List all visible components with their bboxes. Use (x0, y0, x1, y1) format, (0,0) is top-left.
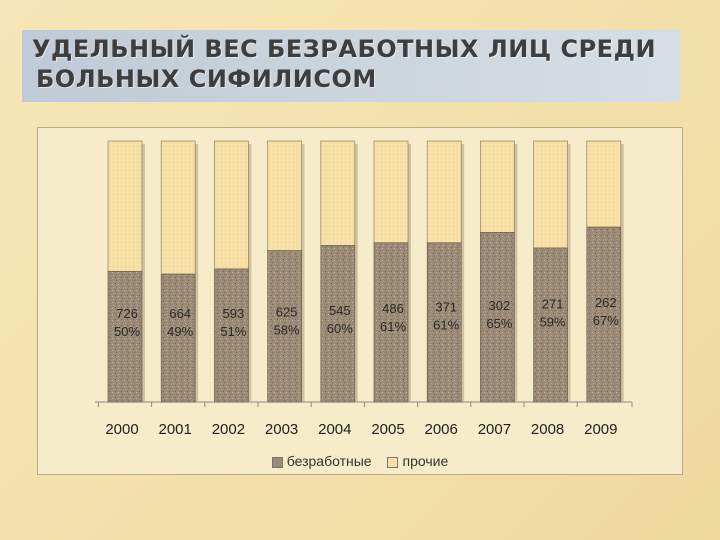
x-tick-label: 2000 (105, 421, 138, 438)
data-label-percent: 61% (433, 318, 459, 333)
bar-side-shadow (461, 144, 465, 402)
data-label-count: 545 (329, 303, 351, 318)
bar-side-shadow (567, 144, 571, 402)
bar-side-shadow (142, 144, 145, 402)
title-band (22, 30, 680, 102)
bar-segment-unemployed (426, 242, 462, 403)
data-label-percent: 58% (274, 322, 300, 337)
data-label-percent: 67% (593, 313, 619, 328)
data-label-count: 625 (276, 304, 298, 319)
bar-segment-unemployed (586, 226, 622, 403)
bar-segment-unemployed (267, 250, 302, 403)
data-label-percent: 50% (114, 324, 140, 339)
x-tick-label: 2009 (584, 421, 617, 438)
data-label-count: 486 (382, 301, 404, 316)
legend-label-unemployed: безработные (286, 453, 372, 469)
bar-segment-unemployed (160, 273, 196, 403)
data-label-count: 271 (542, 296, 564, 311)
legend-swatch-other (387, 456, 399, 468)
legend: безработные прочие (0, 453, 720, 469)
data-label-percent: 49% (167, 324, 193, 339)
bar-side-shadow (354, 144, 358, 402)
x-tick-label: 2004 (318, 421, 351, 438)
x-tick-label: 2002 (212, 421, 245, 438)
bar-side-shadow (301, 144, 305, 402)
bar-segment-other (267, 140, 302, 251)
bar-segment-other (214, 140, 249, 270)
data-label-percent: 51% (220, 324, 246, 339)
bar-segment-unemployed (214, 268, 249, 403)
bar-side-shadow (195, 144, 199, 402)
legend-swatch-unemployed (271, 456, 283, 468)
bar-segment-unemployed (533, 247, 568, 403)
data-label-count: 726 (116, 306, 138, 321)
bar-side-shadow (514, 144, 518, 402)
x-tick-label: 2003 (265, 421, 298, 438)
bar-segment-other (533, 140, 568, 249)
data-label-percent: 61% (380, 319, 406, 334)
slide-title: УДЕЛЬНЫЙ ВЕС БЕЗРАБОТНЫХ ЛИЦ СРЕДИ БОЛЬН… (32, 34, 672, 94)
data-label-percent: 59% (540, 314, 566, 329)
bars-group: 726 50% 2000 664 49% 2001 593 51% 2002 625 58% 2003… (95, 140, 633, 438)
bar-segment-unemployed (480, 232, 515, 403)
data-label-count: 664 (169, 306, 191, 321)
bar-segment-other (107, 140, 143, 272)
title-line-2: БОЛЬНЫХ СИФИЛИСОМ (36, 65, 377, 93)
data-label-percent: 65% (486, 316, 512, 331)
bar-segment-unemployed (320, 245, 356, 403)
bar-segment-unemployed (107, 271, 143, 403)
bar-segment-other (373, 140, 409, 244)
legend-label-other: прочие (402, 453, 449, 469)
data-label-count: 262 (595, 295, 617, 310)
bar-segment-other (160, 140, 196, 275)
legend-item-other: прочие (387, 453, 448, 469)
bar-segment-other (426, 140, 462, 244)
bar-segment-other (480, 140, 515, 233)
data-label-count: 593 (223, 306, 245, 321)
title-line-1: УДЕЛЬНЫЙ ВЕС БЕЗРАБОТНЫХ ЛИЦ СРЕДИ (32, 35, 657, 63)
bar-side-shadow (248, 144, 252, 402)
x-tick-label: 2008 (531, 421, 564, 438)
bar-segment-unemployed (373, 242, 409, 403)
x-tick-label: 2006 (425, 421, 458, 438)
x-tick-label: 2005 (371, 421, 404, 438)
bar-side-shadow (620, 144, 624, 402)
legend-item-unemployed: безработные (271, 453, 372, 469)
bar-segment-other (586, 140, 622, 228)
bar-segment-other (320, 140, 356, 246)
data-label-count: 371 (435, 300, 457, 315)
data-label-count: 302 (489, 298, 511, 313)
x-tick-label: 2001 (159, 421, 192, 438)
data-label-percent: 60% (327, 321, 353, 336)
x-tick-label: 2007 (478, 421, 511, 438)
bar-side-shadow (408, 144, 411, 402)
